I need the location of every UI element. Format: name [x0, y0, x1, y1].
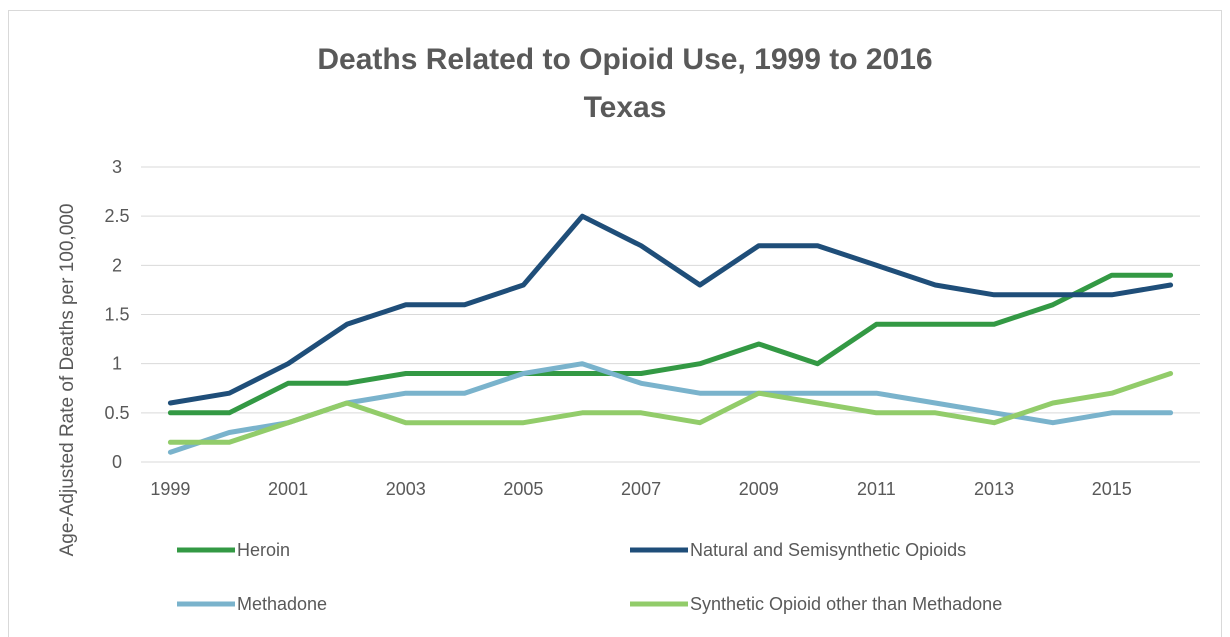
- y-tick-label: 0.5: [104, 403, 129, 423]
- legend-entry: Methadone: [177, 594, 327, 614]
- x-tick-label: 2003: [386, 479, 426, 499]
- y-tick-label: 3: [112, 157, 122, 177]
- x-tick-label: 2001: [268, 479, 308, 499]
- legend-entry: Natural and Semisynthetic Opioids: [630, 540, 966, 560]
- series-lines: [167, 213, 1174, 455]
- legend-label: Heroin: [237, 540, 290, 560]
- x-tick-label: 2009: [739, 479, 779, 499]
- x-tick-label: 2011: [857, 479, 896, 499]
- x-tick-label: 2007: [621, 479, 661, 499]
- x-tick-label: 2015: [1092, 479, 1132, 499]
- y-axis-label: Age-Adjusted Rate of Deaths per 100,000: [57, 204, 78, 557]
- x-tick-label: 2005: [503, 479, 543, 499]
- x-tick-label: 1999: [150, 479, 190, 499]
- legend-label: Methadone: [237, 594, 327, 614]
- y-tick-label: 1: [112, 354, 122, 374]
- chart-subtitle: Texas: [584, 91, 667, 124]
- legend-entry: Synthetic Opioid other than Methadone: [630, 594, 1002, 614]
- chart-frame: [8, 10, 1222, 637]
- y-tick-label: 2.5: [104, 206, 129, 226]
- legend-label: Natural and Semisynthetic Opioids: [690, 540, 966, 560]
- x-tick-label: 2013: [974, 479, 1014, 499]
- y-tick-label: 1.5: [104, 305, 129, 325]
- legend: Heroin Natural and Semisynthetic Opioids M…: [177, 540, 1002, 614]
- y-tick-labels: 0 0.5 1 1.5 2 2.5 3: [104, 157, 129, 472]
- legend-entry: Heroin: [177, 540, 290, 560]
- series-line-3: [167, 361, 1174, 455]
- y-tick-label: 2: [112, 255, 122, 275]
- series-line-1: [167, 272, 1174, 416]
- series-line-4: [167, 371, 1174, 445]
- series-line-2: [167, 213, 1174, 406]
- chart-title: Deaths Related to Opioid Use, 1999 to 20…: [317, 43, 932, 76]
- x-tick-labels: 1999 2001 2003 2005 2007 2009 2011 2013 2015: [150, 479, 1131, 499]
- y-tick-label: 0: [112, 452, 122, 472]
- legend-label: Synthetic Opioid other than Methadone: [690, 594, 1002, 614]
